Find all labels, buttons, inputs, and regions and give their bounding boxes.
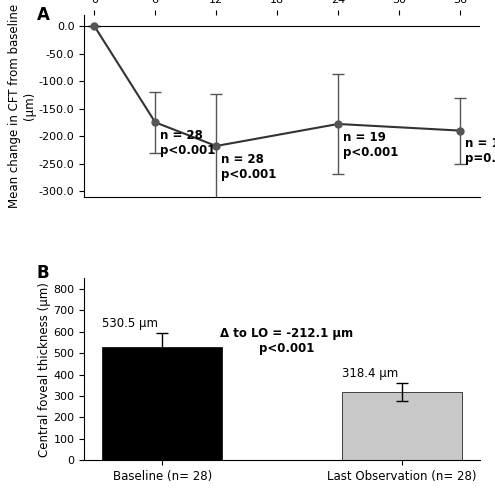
Text: A: A bbox=[37, 6, 50, 24]
Text: n = 28
p<0.001: n = 28 p<0.001 bbox=[160, 129, 216, 157]
Bar bbox=[342, 392, 462, 460]
Text: n = 28
p<0.001: n = 28 p<0.001 bbox=[221, 152, 277, 180]
Text: n = 19
p<0.001: n = 19 p<0.001 bbox=[343, 130, 398, 158]
Y-axis label: Mean change in CFT from baseline
(μm): Mean change in CFT from baseline (μm) bbox=[8, 4, 36, 208]
Text: Δ to LO = -212.1 μm
p<0.001: Δ to LO = -212.1 μm p<0.001 bbox=[220, 328, 353, 355]
Bar bbox=[102, 346, 222, 460]
Text: n = 13
p=0.002: n = 13 p=0.002 bbox=[465, 137, 495, 165]
Text: 530.5 μm: 530.5 μm bbox=[102, 316, 158, 330]
Text: B: B bbox=[37, 264, 50, 282]
Text: 318.4 μm: 318.4 μm bbox=[342, 367, 398, 380]
Y-axis label: Central foveal thickness (μm): Central foveal thickness (μm) bbox=[38, 282, 50, 457]
